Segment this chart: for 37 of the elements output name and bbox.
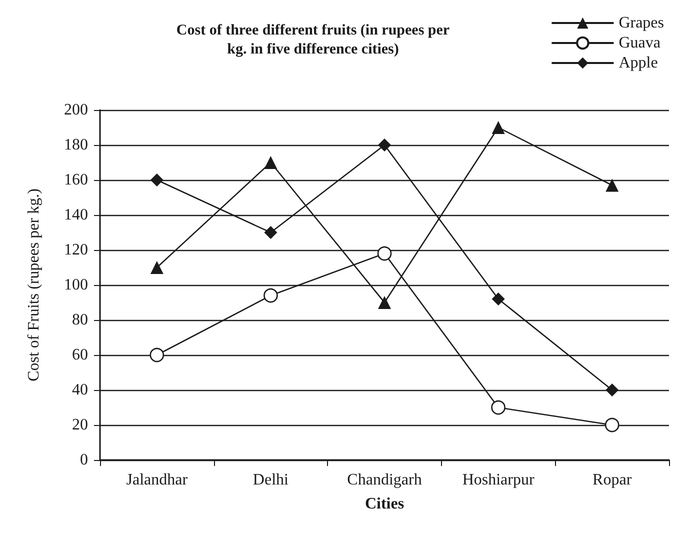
point — [264, 226, 278, 239]
chart-title: Cost of three different fruits (in rupees per kg. in five difference cities) — [176, 22, 450, 58]
point — [264, 288, 278, 303]
y-tick-label: 20 — [72, 416, 88, 434]
y-tick-label: 160 — [64, 172, 88, 188]
y-tick-label: 200 — [64, 102, 88, 118]
y-tick-label: 80 — [72, 312, 88, 328]
y-tick-label: 0 — [80, 452, 88, 468]
y-tick-label: 120 — [64, 242, 88, 258]
point — [378, 138, 391, 152]
x-tick-label: Chandigarh — [347, 472, 422, 488]
legend-label: Apple — [618, 54, 658, 72]
x-tick-label: Delhi — [252, 472, 290, 488]
legend-label: Grapes — [618, 14, 664, 32]
x-tick-label: Hoshiarpur — [462, 472, 535, 488]
y-tick-label: 100 — [64, 276, 88, 294]
x-tick-label: Ropar — [592, 472, 632, 488]
y-tick-label: 140 — [64, 206, 88, 224]
point — [150, 261, 164, 274]
point — [150, 174, 164, 186]
point — [492, 292, 505, 306]
y-tick-label: 40 — [72, 382, 88, 398]
legend-label: Guava — [618, 34, 660, 52]
point — [604, 418, 620, 432]
point — [606, 178, 619, 192]
y-axis-title: Cost of Fruits (rupees per kg.) — [26, 188, 42, 382]
x-tick-label: Jalandhar — [126, 472, 188, 488]
point — [378, 296, 391, 309]
x-axis-title: Cities — [364, 496, 404, 512]
point — [492, 121, 505, 134]
y-tick-label: 60 — [72, 346, 88, 364]
point — [606, 384, 619, 396]
point — [264, 156, 278, 169]
point — [491, 400, 506, 415]
point — [377, 246, 392, 261]
point — [150, 348, 164, 362]
y-tick-label: 180 — [64, 136, 88, 154]
